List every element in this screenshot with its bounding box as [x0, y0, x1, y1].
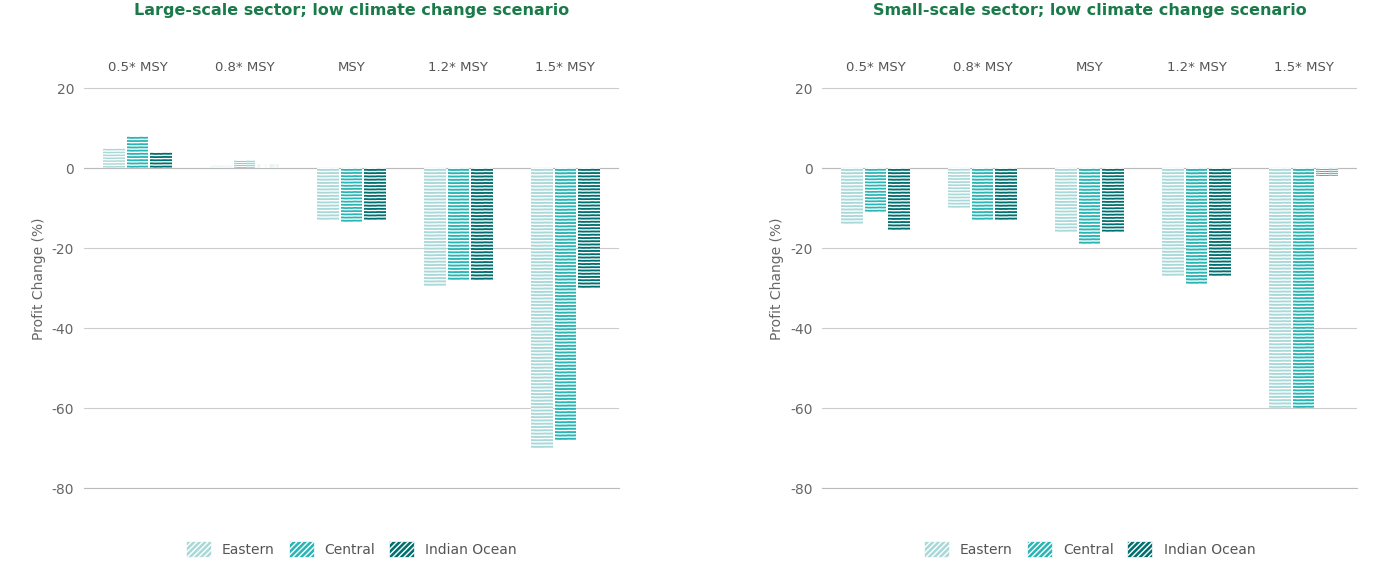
Bar [1102, 168, 1123, 232]
Bar [257, 164, 278, 168]
Text: 1.5* MSY: 1.5* MSY [1273, 61, 1333, 74]
Bar [364, 168, 386, 220]
Bar [949, 168, 970, 208]
Bar [1055, 168, 1077, 232]
Title: Small-scale sector; low climate change scenario: Small-scale sector; low climate change s… [873, 3, 1307, 18]
Text: MSY: MSY [1076, 61, 1104, 74]
Bar [995, 168, 1017, 220]
Text: 0.8* MSY: 0.8* MSY [953, 61, 1013, 74]
Text: 0.8* MSY: 0.8* MSY [214, 61, 274, 74]
Text: 1.5* MSY: 1.5* MSY [536, 61, 596, 74]
Bar [841, 168, 863, 224]
Bar [1209, 168, 1231, 276]
Text: MSY: MSY [337, 61, 365, 74]
Bar [1316, 168, 1337, 176]
Bar [865, 168, 887, 212]
Bar [424, 168, 446, 286]
Legend: Eastern, Central, Indian Ocean: Eastern, Central, Indian Ocean [923, 541, 1255, 557]
Bar [448, 168, 469, 281]
Bar [340, 168, 362, 222]
Bar [972, 168, 993, 220]
Bar [471, 168, 492, 281]
Bar [210, 164, 232, 168]
Bar [1186, 168, 1207, 285]
Bar [318, 168, 339, 220]
Bar [234, 160, 255, 168]
Text: 1.2* MSY: 1.2* MSY [1167, 61, 1227, 74]
Legend: Eastern, Central, Indian Ocean: Eastern, Central, Indian Ocean [186, 541, 518, 557]
Bar [532, 168, 553, 449]
Bar [578, 168, 600, 289]
Bar [554, 168, 576, 440]
Text: 0.5* MSY: 0.5* MSY [108, 61, 168, 74]
Bar [1079, 168, 1101, 244]
Bar [1293, 168, 1315, 408]
Text: 1.2* MSY: 1.2* MSY [428, 61, 488, 74]
Text: 0.5* MSY: 0.5* MSY [846, 61, 905, 74]
Title: Large-scale sector; low climate change scenario: Large-scale sector; low climate change s… [134, 3, 569, 18]
Bar [1163, 168, 1184, 276]
Bar [1269, 168, 1291, 408]
Bar [104, 148, 125, 168]
Bar [126, 136, 148, 168]
Y-axis label: Profit Change (%): Profit Change (%) [32, 217, 46, 340]
Bar [888, 168, 909, 230]
Y-axis label: Profit Change (%): Profit Change (%) [771, 217, 785, 340]
Bar [150, 152, 172, 168]
